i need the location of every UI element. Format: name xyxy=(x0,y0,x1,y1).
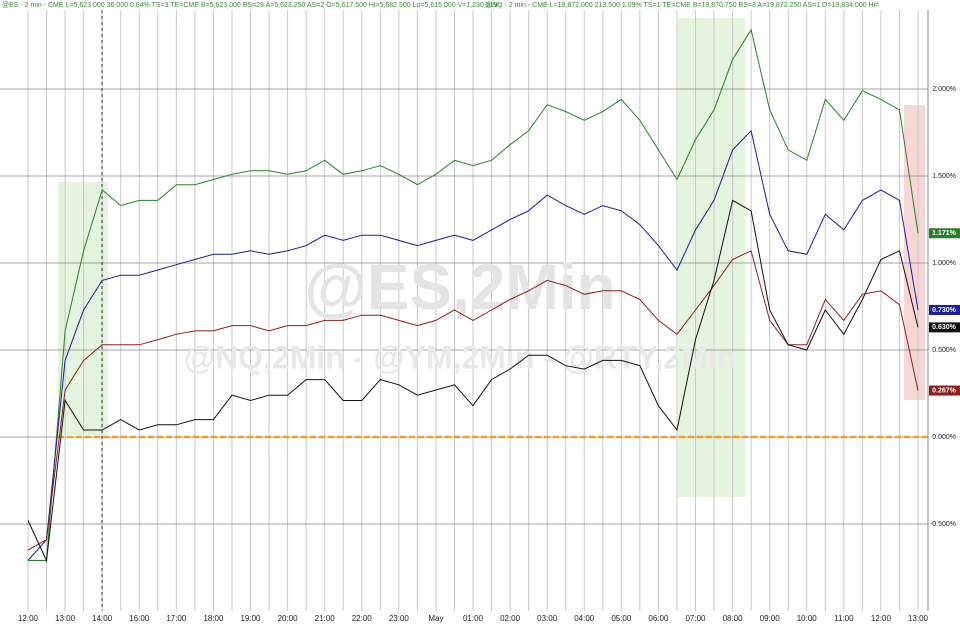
x-tick-label: 02:00 xyxy=(500,614,521,623)
x-tick-label: 10:00 xyxy=(797,614,818,623)
series-line xyxy=(27,250,919,551)
value-label: 1.171% xyxy=(932,230,957,237)
x-tick-label: 05:00 xyxy=(611,614,632,623)
highlight-box xyxy=(58,182,108,435)
value-label-box xyxy=(929,304,960,315)
x-tick-label: 16:00 xyxy=(129,614,150,623)
watermark: @ES,2Min xyxy=(304,251,615,323)
y-tick-label: 0.500% xyxy=(932,347,956,354)
series-line xyxy=(27,129,919,561)
value-label: 0.730% xyxy=(932,307,957,314)
series-line xyxy=(28,28,919,561)
y-tick-label: -0.500% xyxy=(930,521,956,528)
series-line xyxy=(27,199,919,563)
value-label-box xyxy=(929,322,960,333)
x-tick-label: 17:00 xyxy=(166,614,187,623)
highlight-box xyxy=(678,18,745,497)
value-label: 0.267% xyxy=(932,387,957,394)
y-tick-label: 2.000% xyxy=(932,86,956,93)
x-tick-label: 18:00 xyxy=(203,614,224,623)
x-tick-label: 04:00 xyxy=(574,614,595,623)
header-quote: @NQ - 2 min - CME L=19,872.000 213.500 1… xyxy=(485,2,879,9)
x-tick-label: 11:00 xyxy=(834,614,854,623)
grid xyxy=(0,10,929,611)
x-tick-label: 01:00 xyxy=(463,614,484,623)
x-tick-label: 06:00 xyxy=(648,614,669,623)
watermark: @NQ,2Min - @YM,2Min - @RTY,2Min xyxy=(184,339,736,375)
x-tick-label: 13:00 xyxy=(55,614,76,623)
x-tick-label: 21:00 xyxy=(315,614,336,623)
x-tick-label: 12:00 xyxy=(18,614,39,623)
x-tick-label: 09:00 xyxy=(760,614,781,623)
header-quote: @ES - 2 min - CME L=5,623.000 36.000 0.6… xyxy=(2,2,498,9)
x-tick-label: 22:00 xyxy=(352,614,373,623)
x-tick-label: 23:00 xyxy=(389,614,410,623)
value-label-box xyxy=(929,228,960,239)
y-tick-label: 1.000% xyxy=(932,260,956,267)
x-tick-label: 19:00 xyxy=(240,614,261,623)
x-tick-label: 20:00 xyxy=(278,614,299,623)
x-tick-label: 08:00 xyxy=(723,614,744,623)
y-tick-label: 1.500% xyxy=(932,173,956,180)
highlight-box xyxy=(904,105,925,400)
value-label-box xyxy=(929,385,960,396)
value-label: 0.630% xyxy=(932,324,957,331)
x-tick-label: 12:00 xyxy=(871,614,892,623)
x-tick-label: 14:00 xyxy=(92,614,113,623)
x-tick-label: May xyxy=(428,614,443,623)
plot: 1.171% 0.730% 0.267% 0.630% xyxy=(27,28,960,563)
y-tick-label: 0.000% xyxy=(932,434,956,441)
x-tick-label: 03:00 xyxy=(537,614,558,623)
x-tick-label: 07:00 xyxy=(685,614,706,623)
x-tick-label: 13:00 xyxy=(908,614,929,623)
